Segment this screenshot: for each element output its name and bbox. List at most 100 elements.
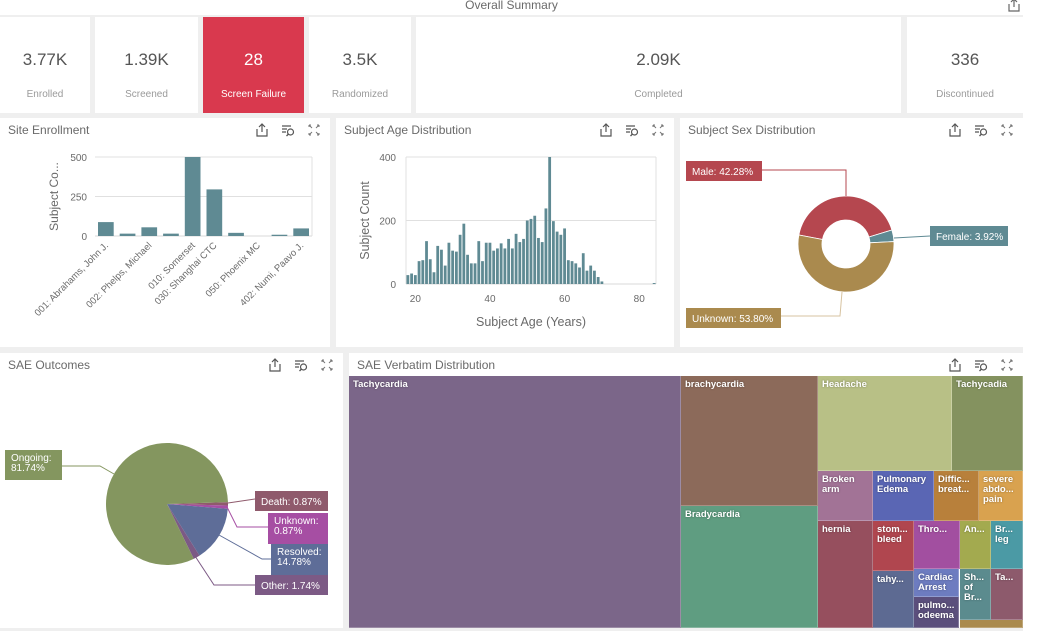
bar [525,220,529,284]
bar [484,242,488,284]
slice-label-box [255,575,328,595]
treemap-cell[interactable]: Broken arm [818,471,873,521]
treemap-label: Headache [822,379,867,390]
slice-label: 14.78% [277,557,311,568]
bar [451,250,455,284]
treemap-cell[interactable]: severe abdo... pain [979,471,1023,521]
bar [163,233,179,236]
filter-search-icon[interactable] [624,122,640,138]
fullscreen-icon[interactable] [306,122,322,138]
bar [578,267,581,284]
bar [473,263,477,284]
treemap-label: Tachycardia [353,379,408,390]
bar [585,270,589,284]
slice-label-box [268,513,328,544]
kpi-screen-failure[interactable]: 28 Screen Failure [203,17,304,113]
treemap-label: Cardiac Arrest [918,572,953,593]
y-tick-label: 500 [70,153,87,164]
bar [477,241,481,284]
bar [566,260,570,284]
filter-search-icon[interactable] [973,357,989,373]
kpi-value: 28 [244,50,263,69]
filter-search-icon[interactable] [293,357,309,373]
fullscreen-icon[interactable] [319,357,335,373]
treemap-cell[interactable]: Thro... [914,521,960,569]
sex-distribution-panel: Subject Sex Distribution Male: 42.28% Fem… [680,118,1023,347]
bar [413,275,417,284]
sae-outcomes-panel: SAE Outcomes Ongoing: 81.74% Death: 0.87% U… [0,353,343,628]
treemap-cell[interactable]: Bradycardia [681,506,818,628]
panel-toolbar [947,357,1015,373]
export-icon[interactable] [267,357,283,373]
sae-outcomes-chart: Ongoing:81.74% Death: 0.87% Unknown:0.87% R… [5,443,328,595]
bar [454,251,458,284]
export-icon[interactable] [254,122,270,138]
bar [496,248,499,284]
site-enrollment-chart: 0 250 500 Subject Co... 001: Abrahams, John … [33,153,313,319]
treemap-label: severe abdo... pain [983,474,1014,505]
treemap-label: Ta... [995,572,1014,583]
bar [443,265,447,284]
kpi-completed[interactable]: 2.09K Completed [416,17,901,113]
sex-distribution-chart: Male: 42.28% Female: 3.92% Unknown: 53.80% [686,161,1008,328]
x-tick-label: 80 [634,294,646,305]
leader-line [780,291,843,317]
treemap-cell[interactable]: Diffic... breat... [934,471,979,521]
slice-label-box [686,308,781,328]
filter-search-icon[interactable] [973,122,989,138]
fullscreen-icon[interactable] [999,357,1015,373]
kpi-randomized[interactable]: 3.5K Randomized [309,17,411,113]
export-icon[interactable] [947,122,963,138]
fullscreen-icon[interactable] [650,122,666,138]
slice-label: Male: 42.28% [692,167,753,178]
panel-title: Site Enrollment [8,123,90,137]
pie-slice [167,502,228,506]
treemap-cell[interactable]: brachycardia [681,376,818,506]
kpi-enrolled[interactable]: 3.77K Enrolled [0,17,90,113]
kpi-value: 3.5K [342,50,378,69]
export-icon[interactable] [947,357,963,373]
age-distribution-panel: Subject Age Distribution 0 200 400 20 40 60 80… [336,118,674,347]
bar [522,238,525,284]
treemap-label: Pulmonary Edema [877,474,927,495]
treemap-cell[interactable]: Cardiac Arrest [914,569,959,597]
summary-title: Overall Summary [465,0,558,12]
fullscreen-icon[interactable] [999,122,1015,138]
treemap-cell[interactable]: An... [960,521,991,569]
bar [499,243,503,284]
bar [537,237,540,284]
bar [596,277,600,284]
treemap-cell[interactable]: Ta... [991,569,1023,620]
panel-toolbar [267,357,335,373]
treemap-label: Sh... of Br... [964,572,985,603]
kpi-discontinued[interactable]: 336 Discontinued [907,17,1023,113]
export-icon[interactable] [1006,0,1022,13]
y-tick-label: 0 [81,232,87,243]
kpi-label: Screened [125,89,168,100]
bar [271,234,288,236]
treemap-cell[interactable]: Pulmonary Edema [873,471,934,521]
treemap-cell[interactable] [960,620,1023,628]
bar [533,215,537,284]
treemap-cell[interactable]: stom... bleed [873,521,914,571]
filter-search-icon[interactable] [280,122,296,138]
pie-slice [105,443,228,565]
treemap-cell[interactable]: Br... leg [991,521,1023,569]
bar [466,254,469,284]
pie-slice [167,504,200,559]
kpi-screened[interactable]: 1.39K Screened [95,17,198,113]
bar [589,265,593,284]
slice-label: Unknown: 53.80% [692,314,773,325]
panel-toolbar [254,122,322,138]
treemap-cell[interactable]: Sh... of Br... [960,569,991,620]
treemap-cell[interactable]: hernia [818,521,873,628]
treemap-cell[interactable]: Headache [818,376,952,471]
bar [514,233,518,284]
treemap-cell[interactable]: tahy... [873,571,914,628]
slice-label: 81.74% [11,463,45,474]
treemap-cell[interactable]: Tachycadia [952,376,1023,471]
x-tick-label: 60 [559,294,571,305]
export-icon[interactable] [598,122,614,138]
treemap-cell[interactable]: Tachycardia [349,376,681,628]
treemap-cell[interactable]: pulmo... odeema [914,597,959,628]
